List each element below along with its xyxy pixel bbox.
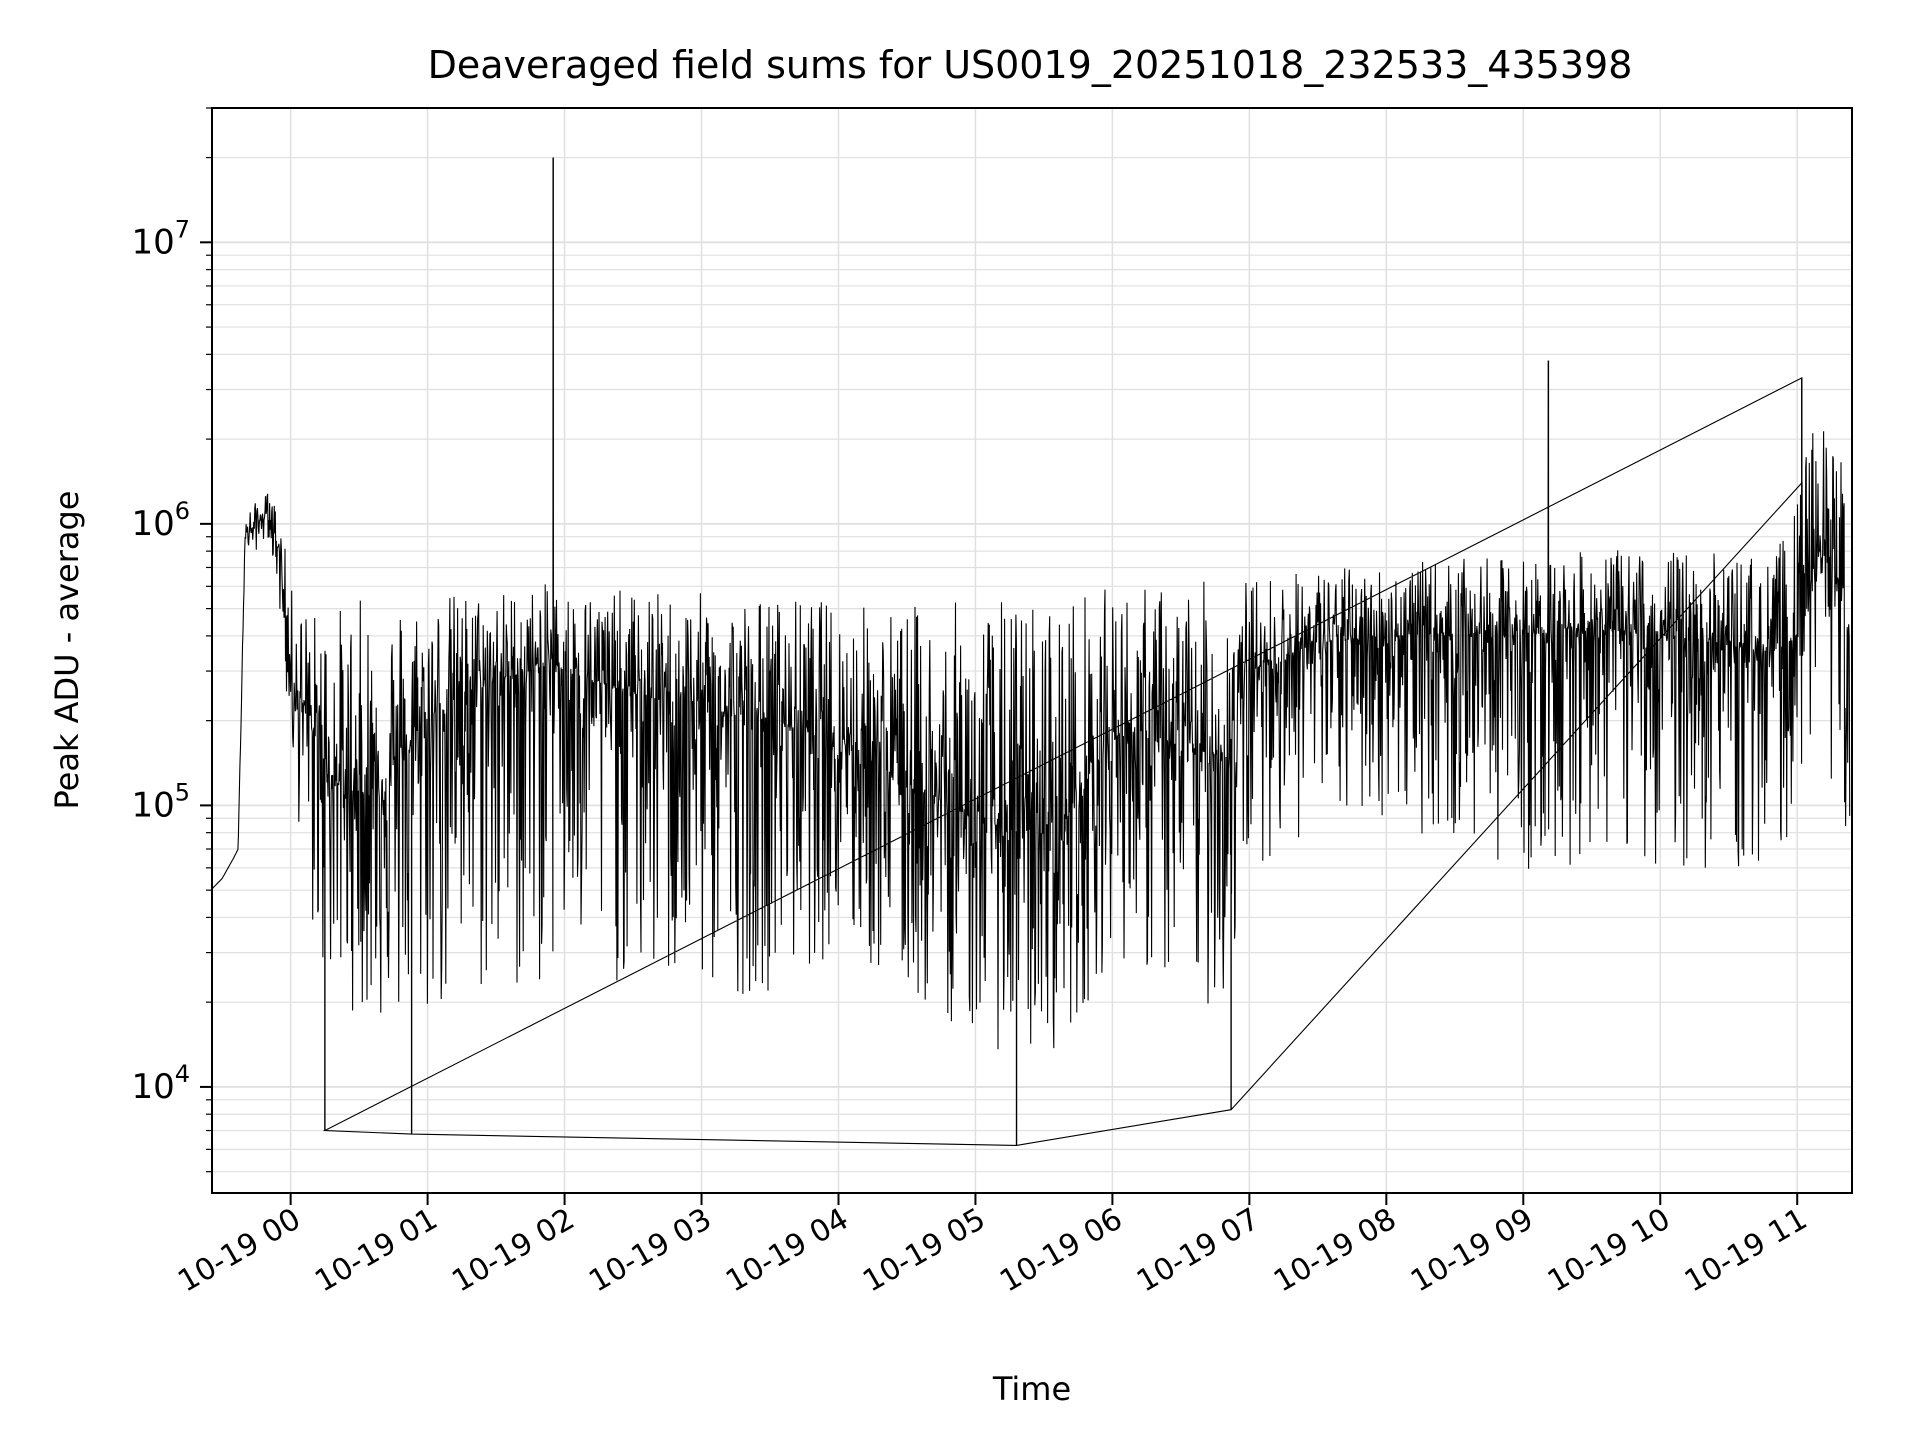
x-tick-label: 10-19 04 [720,1202,854,1300]
x-axis-label: Time [992,1370,1071,1408]
y-tick-label: 107 [131,215,190,262]
x-tick-label: 10-19 01 [309,1202,443,1300]
y-tick-label: 106 [131,497,190,544]
x-tick-label: 10-19 11 [1679,1202,1813,1300]
x-tick-label: 10-19 03 [583,1202,717,1300]
x-tick-label: 10-19 06 [994,1202,1128,1300]
x-tick-label: 10-19 02 [446,1202,580,1300]
x-tick-label: 10-19 00 [172,1202,306,1300]
chart-title: Deaveraged field sums for US0019_2025101… [428,43,1633,87]
x-tick-label: 10-19 05 [857,1202,991,1300]
y-axis-label: Peak ADU - average [48,491,86,810]
y-tick-label: 105 [131,778,190,825]
y-tick-label: 104 [131,1060,190,1107]
x-tick-label: 10-19 10 [1542,1202,1676,1300]
x-tick-label: 10-19 09 [1405,1202,1539,1300]
x-tick-label: 10-19 08 [1268,1202,1402,1300]
x-axis-ticks: 10-19 00 10-19 01 10-19 02 10-19 03 10-19 04… [172,1193,1813,1299]
grid-lines [212,107,1852,1193]
plot-frame [211,107,1853,1194]
x-tick-label: 10-19 07 [1131,1202,1265,1300]
y-axis-ticks: 104 105 106 107 [131,107,212,1173]
series-trace [212,157,1851,1146]
series-line [212,157,1851,1146]
